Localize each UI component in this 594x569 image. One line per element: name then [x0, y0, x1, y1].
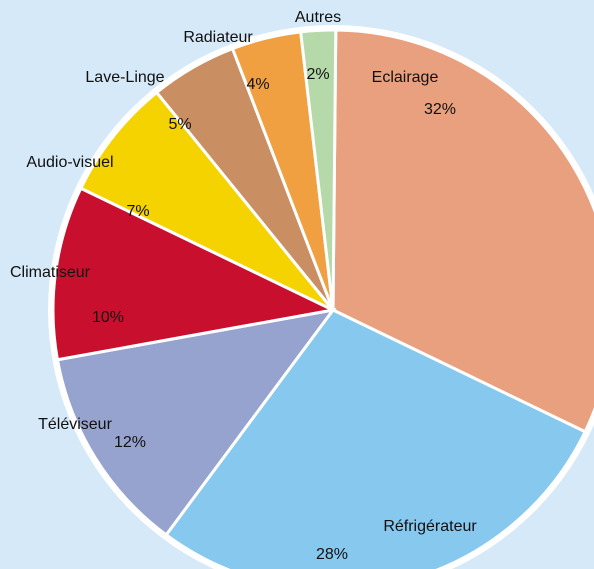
- slice-name: Réfrigérateur: [383, 518, 477, 535]
- slice-value-label: 2%: [306, 66, 329, 83]
- slice-value-label: 4%: [246, 76, 269, 93]
- slice-name: Autres: [295, 9, 341, 26]
- slice-name: Climatiseur: [10, 264, 91, 281]
- slice-value-label: 10%: [92, 309, 124, 326]
- slice-name: Téléviseur: [38, 416, 112, 433]
- slice-value-label: 12%: [114, 434, 146, 451]
- slice-value-label: 32%: [424, 101, 456, 118]
- slice-name: Radiateur: [183, 29, 253, 46]
- slice-name: Lave-Linge: [85, 69, 164, 86]
- slice-name: Audio-visuel: [26, 154, 113, 171]
- slice-value-label: 28%: [316, 546, 348, 563]
- slice-value-label: 7%: [126, 203, 149, 220]
- page: {"chart_data": {"type": "pie", "categori…: [0, 0, 594, 569]
- slice-name: Eclairage: [372, 69, 439, 86]
- slice-value-label: 5%: [168, 116, 191, 133]
- chart: Eclairage 32% Réfrigérateur 28% Téléviseur12…: [0, 0, 594, 569]
